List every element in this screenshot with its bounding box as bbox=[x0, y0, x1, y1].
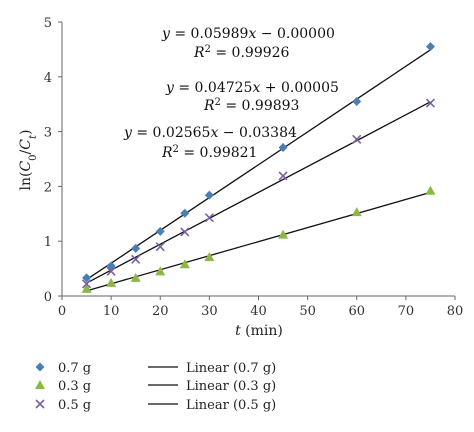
legend: 0.7 g 0.3 g 0.5 g Linear (0.7 g) Linear … bbox=[35, 361, 276, 413]
data-point bbox=[204, 213, 214, 223]
data-point bbox=[106, 277, 117, 287]
data-point bbox=[131, 254, 141, 264]
data-point bbox=[155, 266, 166, 276]
data-point bbox=[352, 134, 362, 144]
r2-0.3g: R2 = 0.99821 bbox=[161, 144, 257, 162]
x-axis-title: t (min) bbox=[235, 323, 283, 339]
axes: 0 10 20 30 40 50 60 70 80 0 1 2 3 4 5 bbox=[44, 16, 464, 319]
x-tick-label: 60 bbox=[348, 304, 365, 319]
fit-line-0.3g bbox=[86, 191, 431, 292]
x-tick-label: 80 bbox=[447, 304, 464, 319]
y-tick-label: 3 bbox=[44, 126, 52, 141]
legend-marker-0.3g: 0.3 g bbox=[35, 379, 91, 394]
data-point bbox=[204, 190, 214, 200]
data-point bbox=[180, 208, 190, 218]
x-tick-label: 20 bbox=[152, 304, 169, 319]
data-point bbox=[352, 96, 362, 106]
data-point bbox=[180, 227, 190, 237]
series-0.5g bbox=[81, 98, 436, 289]
fit-line-0.7g bbox=[86, 49, 431, 281]
legend-marker-0.7g: 0.7 g bbox=[35, 361, 91, 376]
data-point bbox=[278, 171, 288, 181]
x-tick-label: 70 bbox=[398, 304, 415, 319]
fit-line-0.5g bbox=[86, 101, 431, 284]
data-point bbox=[351, 207, 362, 217]
legend-marker-icon bbox=[35, 362, 45, 372]
y-tick-label: 2 bbox=[44, 180, 52, 195]
data-point bbox=[425, 185, 436, 195]
y-tick-label: 5 bbox=[44, 16, 52, 31]
x-tick-label: 0 bbox=[58, 304, 66, 319]
legend-linear-0.3g: Linear (0.3 g) bbox=[186, 379, 276, 394]
legend-marker-icon bbox=[35, 399, 45, 409]
data-point bbox=[204, 252, 215, 262]
series-0.3g bbox=[81, 185, 436, 293]
equation-0.3g: y = 0.02565x − 0.03384 bbox=[123, 125, 297, 141]
equation-0.7g: y = 0.05989x − 0.00000 bbox=[161, 26, 335, 42]
legend-label-0.3g: 0.3 g bbox=[58, 379, 91, 394]
r2-0.5g: R2 = 0.99893 bbox=[203, 97, 299, 115]
data-point bbox=[130, 272, 141, 282]
legend-marker-icon bbox=[35, 380, 45, 389]
r2-0.7g: R2 = 0.99926 bbox=[193, 44, 290, 62]
data-point bbox=[82, 273, 92, 283]
legend-linear-0.5g: Linear (0.5 g) bbox=[186, 398, 276, 413]
x-tick-label: 30 bbox=[201, 304, 218, 319]
legend-label-0.5g: 0.5 g bbox=[58, 398, 91, 413]
data-point bbox=[278, 142, 288, 152]
x-tick-label: 40 bbox=[250, 304, 267, 319]
data-point bbox=[425, 42, 435, 52]
data-point bbox=[81, 279, 92, 289]
data-point bbox=[179, 259, 190, 269]
x-tick-label: 50 bbox=[299, 304, 316, 319]
series-0.7g bbox=[82, 42, 435, 283]
x-tick-label: 10 bbox=[103, 304, 120, 319]
data-point bbox=[155, 242, 165, 252]
data-point bbox=[81, 283, 92, 293]
data-point bbox=[106, 266, 116, 276]
data-point bbox=[131, 243, 141, 253]
y-tick-label: 4 bbox=[44, 71, 52, 86]
legend-linear-0.7g: Linear (0.7 g) bbox=[186, 361, 276, 376]
fit-lines bbox=[86, 49, 431, 292]
data-point bbox=[155, 226, 165, 236]
data-point bbox=[425, 98, 436, 108]
y-tick-label: 0 bbox=[44, 290, 52, 305]
y-axis-title: ln(C0/Ct) bbox=[18, 130, 39, 191]
legend-label-0.7g: 0.7 g bbox=[58, 361, 91, 376]
y-tick-label: 1 bbox=[44, 235, 52, 250]
equation-0.5g: y = 0.04725x + 0.00005 bbox=[165, 80, 339, 96]
legend-marker-0.5g: 0.5 g bbox=[35, 398, 91, 413]
data-points bbox=[81, 42, 436, 293]
data-point bbox=[278, 229, 289, 239]
